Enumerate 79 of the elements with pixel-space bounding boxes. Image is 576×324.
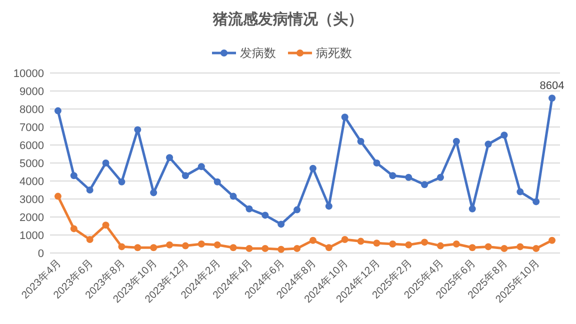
point [341, 236, 348, 243]
point [421, 238, 428, 246]
point [389, 172, 396, 180]
point [118, 178, 126, 186]
point [516, 243, 524, 250]
point [230, 192, 237, 200]
point [436, 174, 444, 181]
point [357, 138, 364, 145]
y-tick-label: 7000 [20, 122, 44, 134]
point [198, 163, 205, 170]
point [436, 242, 444, 250]
point [246, 245, 253, 252]
point [500, 132, 508, 139]
chart-title: 猪流感发病情况（头） [212, 10, 363, 28]
point [278, 220, 285, 228]
point [294, 206, 301, 214]
point [484, 140, 492, 148]
y-tick-label: 0 [38, 248, 44, 260]
point [166, 154, 174, 162]
point [452, 138, 460, 145]
point [468, 244, 476, 252]
point [532, 245, 540, 252]
y-tick-label: 5000 [20, 158, 44, 170]
point [214, 178, 221, 186]
point [357, 238, 364, 245]
point [70, 225, 78, 232]
point [532, 198, 540, 206]
point [373, 160, 380, 166]
y-tick-label: 6000 [20, 140, 44, 152]
point [500, 245, 508, 252]
point [166, 241, 174, 248]
point [150, 244, 158, 252]
legend-label: 病死数 [316, 46, 352, 60]
point [405, 241, 412, 248]
y-tick-label: 8000 [20, 104, 44, 116]
point [262, 245, 269, 252]
point [134, 244, 142, 252]
point [262, 212, 269, 219]
point [246, 205, 253, 212]
y-tick-label: 9000 [20, 86, 44, 98]
data-label: 8604 [540, 80, 564, 92]
point [373, 240, 380, 247]
y-tick-label: 10000 [13, 68, 44, 80]
point [214, 241, 221, 248]
point [182, 242, 189, 250]
point [405, 174, 412, 181]
point [294, 245, 301, 252]
point [86, 186, 94, 194]
point [452, 240, 460, 248]
point [134, 126, 142, 134]
point [389, 240, 396, 248]
y-tick-label: 4000 [20, 176, 44, 188]
y-tick-label: 1000 [20, 230, 44, 242]
point [102, 222, 110, 229]
point [421, 181, 428, 188]
point [86, 236, 94, 243]
point [70, 172, 78, 180]
point [325, 202, 332, 210]
point [102, 160, 110, 166]
point [150, 189, 158, 196]
point [548, 94, 556, 102]
point [341, 114, 348, 121]
point [325, 244, 332, 252]
point [278, 246, 285, 253]
y-tick-label: 3000 [20, 194, 44, 206]
point [484, 243, 492, 250]
point [198, 240, 205, 248]
point [309, 236, 316, 244]
y-tick-label: 2000 [20, 212, 44, 224]
point [230, 244, 237, 252]
point [54, 192, 62, 200]
point [54, 107, 62, 114]
point [118, 243, 126, 250]
point [309, 164, 316, 172]
point [516, 188, 524, 196]
legend-label: 发病数 [240, 46, 276, 60]
point [182, 172, 189, 180]
point [548, 236, 556, 244]
point [468, 205, 476, 212]
